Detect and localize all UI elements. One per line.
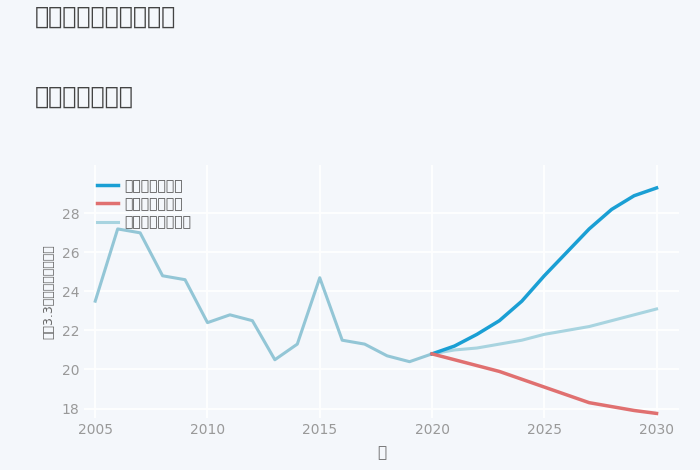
グッドシナリオ xyxy=(428,351,436,357)
グッドシナリオ xyxy=(608,207,616,212)
グッドシナリオ xyxy=(540,273,549,279)
ノーマルシナリオ xyxy=(517,337,526,343)
Text: 土地の価格推移: 土地の価格推移 xyxy=(35,85,134,109)
Legend: グッドシナリオ, バッドシナリオ, ノーマルシナリオ: グッドシナリオ, バッドシナリオ, ノーマルシナリオ xyxy=(97,179,192,229)
バッドシナリオ xyxy=(630,407,638,413)
X-axis label: 年: 年 xyxy=(377,446,386,461)
ノーマルシナリオ xyxy=(630,312,638,318)
バッドシナリオ xyxy=(540,384,549,390)
バッドシナリオ xyxy=(652,411,661,416)
グッドシナリオ xyxy=(630,193,638,198)
グッドシナリオ xyxy=(450,343,459,349)
バッドシナリオ xyxy=(608,404,616,409)
Text: 岐阜県岐阜市西河渡の: 岐阜県岐阜市西河渡の xyxy=(35,5,176,29)
バッドシナリオ xyxy=(517,376,526,382)
グッドシナリオ xyxy=(585,226,594,232)
Line: バッドシナリオ: バッドシナリオ xyxy=(432,354,657,414)
ノーマルシナリオ xyxy=(540,331,549,337)
バッドシナリオ xyxy=(585,400,594,406)
バッドシナリオ xyxy=(473,363,481,368)
バッドシナリオ xyxy=(450,357,459,362)
バッドシナリオ xyxy=(563,392,571,398)
グッドシナリオ xyxy=(563,250,571,255)
ノーマルシナリオ xyxy=(563,328,571,333)
Line: ノーマルシナリオ: ノーマルシナリオ xyxy=(432,309,657,354)
グッドシナリオ xyxy=(473,331,481,337)
ノーマルシナリオ xyxy=(473,345,481,351)
ノーマルシナリオ xyxy=(495,341,503,347)
Y-axis label: 坪（3.3㎡）単価（万円）: 坪（3.3㎡）単価（万円） xyxy=(43,244,56,339)
ノーマルシナリオ xyxy=(608,318,616,323)
ノーマルシナリオ xyxy=(450,347,459,353)
Line: グッドシナリオ: グッドシナリオ xyxy=(432,188,657,354)
ノーマルシナリオ xyxy=(585,324,594,329)
バッドシナリオ xyxy=(428,351,436,357)
グッドシナリオ xyxy=(517,298,526,304)
ノーマルシナリオ xyxy=(652,306,661,312)
グッドシナリオ xyxy=(652,185,661,191)
ノーマルシナリオ xyxy=(428,351,436,357)
グッドシナリオ xyxy=(495,318,503,323)
バッドシナリオ xyxy=(495,368,503,374)
